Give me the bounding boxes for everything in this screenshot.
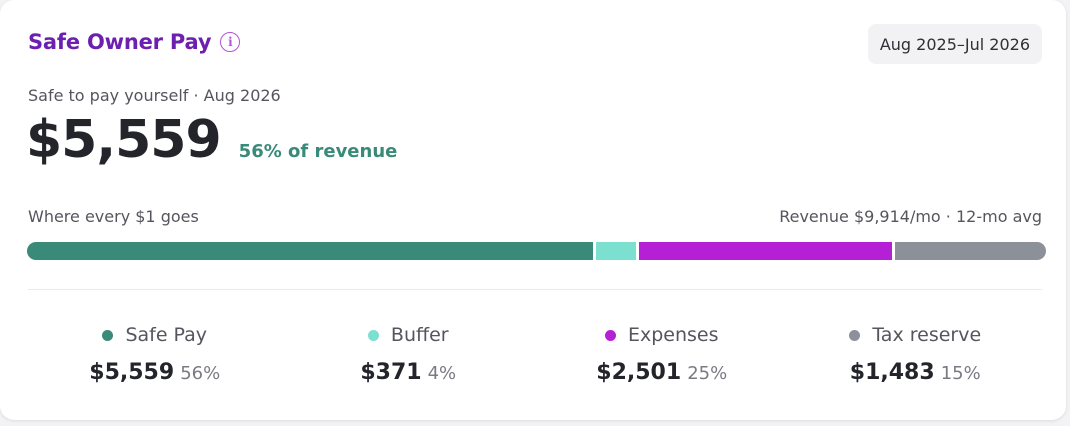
card-title-text: Safe Owner Pay <box>28 30 212 54</box>
legend-amount: $371 <box>360 360 422 385</box>
legend-value: $1,483 15% <box>850 360 981 385</box>
legend-value: $2,501 25% <box>596 360 727 385</box>
breakdown-legend: Safe Pay $5,559 56% Buffer $371 4% Expen… <box>28 318 1042 385</box>
legend-item-tax-reserve: Tax reserve $1,483 15% <box>789 318 1043 385</box>
info-icon[interactable]: i <box>220 32 241 52</box>
bar-label-left: Where every $1 goes <box>28 207 199 226</box>
dot-icon <box>849 329 861 341</box>
legend-item-safe-pay: Safe Pay $5,559 56% <box>28 318 282 385</box>
legend-amount: $1,483 <box>849 360 935 385</box>
legend-item-buffer: Buffer $371 4% <box>282 318 536 385</box>
legend-label-expenses: Expenses <box>604 318 719 352</box>
percent-of-revenue: 56% of revenue <box>238 141 398 162</box>
divider <box>28 289 1042 290</box>
legend-percent: 56% <box>180 363 221 384</box>
legend-label-text: Buffer <box>390 324 449 346</box>
dot-icon <box>102 329 114 341</box>
bar-label-right: Revenue $9,914/mo · 12-mo avg <box>779 207 1042 226</box>
legend-label-safe-pay: Safe Pay <box>102 318 207 352</box>
card-header: Safe Owner Pay i Aug 2025–Jul 2026 <box>28 24 1042 68</box>
period-badge[interactable]: Aug 2025–Jul 2026 <box>867 24 1042 64</box>
distribution-bar <box>27 242 1046 260</box>
legend-amount: $5,559 <box>89 360 175 385</box>
dot-icon <box>604 329 616 341</box>
legend-label-buffer: Buffer <box>367 318 449 352</box>
safe-to-pay-subtitle: Safe to pay yourself · Aug 2026 <box>28 86 281 105</box>
legend-label-text: Expenses <box>627 324 719 346</box>
legend-percent: 25% <box>687 363 728 384</box>
bar-segment-tax-reserve[interactable] <box>894 242 1046 260</box>
legend-percent: 15% <box>940 363 981 384</box>
card-title: Safe Owner Pay i <box>28 30 241 54</box>
legend-percent: 4% <box>427 363 457 384</box>
legend-item-expenses: Expenses $2,501 25% <box>535 318 789 385</box>
legend-label-text: Safe Pay <box>125 324 208 346</box>
bar-segment-safe-pay[interactable] <box>27 242 593 260</box>
bar-segment-buffer[interactable] <box>595 242 636 260</box>
safe-pay-amount: $5,559 <box>26 110 222 170</box>
headline: $5,559 56% of revenue <box>26 110 397 170</box>
legend-label-text: Tax reserve <box>872 324 982 346</box>
bar-segment-expenses[interactable] <box>639 242 892 260</box>
legend-amount: $2,501 <box>596 360 682 385</box>
legend-label-tax-reserve: Tax reserve <box>849 318 981 352</box>
dot-icon <box>367 329 379 341</box>
legend-value: $5,559 56% <box>89 360 220 385</box>
legend-value: $371 4% <box>360 360 456 385</box>
